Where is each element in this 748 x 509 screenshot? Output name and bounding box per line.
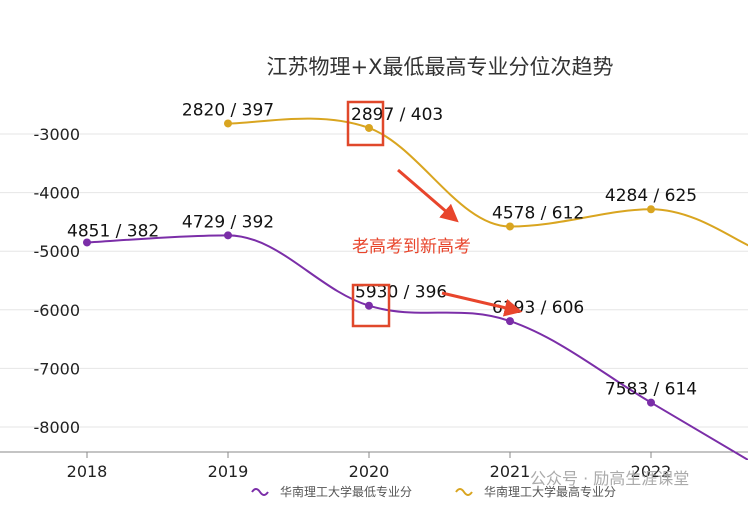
watermark: 公众号 · 励高生涯课堂 xyxy=(530,469,689,488)
data-points xyxy=(83,119,655,407)
data-label: 4851 / 382 xyxy=(67,221,159,241)
legend-label: 华南理工大学最低专业分 xyxy=(280,484,412,499)
annotation-arrow-1 xyxy=(397,168,459,223)
highlight-box-2020-min xyxy=(351,283,391,328)
y-tick-label: -7000 xyxy=(34,359,81,378)
x-tick-label: 2018 xyxy=(67,462,108,481)
data-point xyxy=(365,123,373,132)
data-label: 4578 / 612 xyxy=(492,203,584,223)
gridlines xyxy=(0,133,748,428)
y-tick-label: -4000 xyxy=(34,184,81,203)
y-tick-label: -6000 xyxy=(34,301,81,320)
legend: 华南理工大学最低专业分 华南理工大学最高专业分 xyxy=(251,484,616,499)
highlight-box-2020-max xyxy=(346,100,385,147)
data-point xyxy=(647,205,655,214)
legend-label: 华南理工大学最高专业分 xyxy=(484,484,616,499)
chart-title: 江苏物理+X最低最高专业分位次趋势 xyxy=(267,55,614,79)
data-label: 2897 / 403 xyxy=(351,105,443,125)
legend-swatch xyxy=(251,488,269,496)
x-tick-label: 2020 xyxy=(349,462,390,481)
y-axis-ticks: -3000 -4000 -5000 -6000 -7000 -8000 xyxy=(34,125,81,437)
data-label: 7583 / 614 xyxy=(605,380,697,400)
data-point xyxy=(224,119,232,128)
y-tick-label: -3000 xyxy=(34,125,81,144)
x-axis: 2018 2019 2020 2021 2022 xyxy=(0,451,748,481)
x-tick-label: 2019 xyxy=(208,462,249,481)
annotation-text: 老高考到新高考 xyxy=(352,237,471,257)
data-point xyxy=(224,231,232,240)
series-line xyxy=(86,234,748,460)
y-tick-label: -8000 xyxy=(34,418,81,437)
x-tick-label: 2022 xyxy=(631,462,672,481)
data-label: 4729 / 392 xyxy=(182,212,274,232)
data-label: 2820 / 397 xyxy=(182,100,274,120)
series-line xyxy=(227,117,748,247)
data-label: 5930 / 396 xyxy=(355,283,447,303)
data-point xyxy=(506,222,514,231)
data-label: 4284 / 625 xyxy=(605,186,697,206)
legend-swatch xyxy=(455,488,473,496)
data-point xyxy=(506,317,514,326)
y-tick-label: -5000 xyxy=(34,242,81,261)
data-point xyxy=(83,238,91,247)
annotation-arrow-2 xyxy=(441,291,523,317)
x-tick-label: 2021 xyxy=(490,462,531,481)
data-point xyxy=(647,398,655,407)
data-point xyxy=(365,301,373,310)
